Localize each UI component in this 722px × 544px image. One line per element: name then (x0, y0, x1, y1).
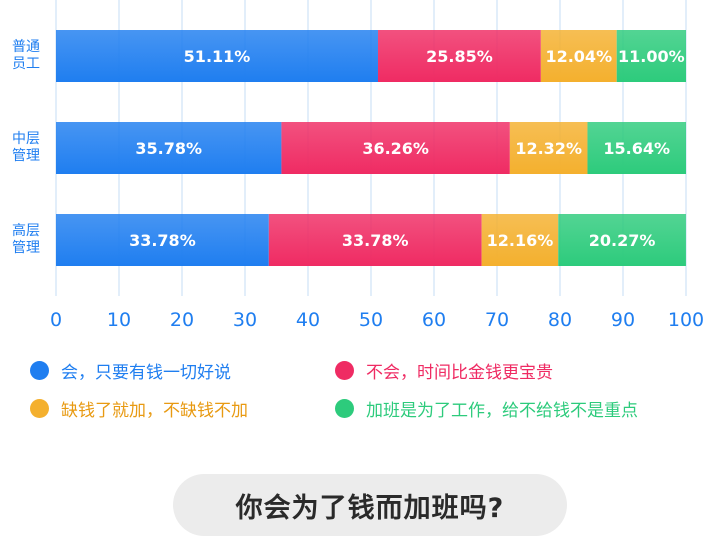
legend-item[interactable]: 加班是为了工作，给不给钱不是重点 (335, 396, 720, 421)
category-label: 高层管理 (12, 222, 40, 256)
x-tick-label: 0 (50, 309, 62, 331)
chart-title-pill: 你会为了钱而加班吗? (173, 474, 567, 536)
legend-dot-icon (30, 398, 49, 418)
legend: 会，只要有钱一切好说 不会，时间比金钱更宝贵 缺钱了就加，不缺钱不加 加班是为了… (30, 358, 720, 421)
x-tick-label: 60 (422, 309, 446, 331)
category-label: 中层管理 (12, 131, 40, 164)
legend-label: 不会，时间比金钱更宝贵 (366, 362, 553, 383)
legend-label: 缺钱了就加，不缺钱不加 (61, 400, 248, 421)
category-label: 普通员工 (12, 39, 40, 72)
x-tick-label: 80 (548, 309, 572, 331)
bar-data-label: 15.64% (603, 139, 670, 158)
x-tick-label: 70 (485, 309, 509, 331)
stacked-bar-chart: 51.11% 25.85% 12.04% 11.00% 35.78% 36.26% 12.3… (12, 0, 704, 331)
bar-segment[interactable] (56, 122, 282, 174)
bar-data-label: 51.11% (184, 47, 251, 66)
bar-data-label: 35.78% (135, 139, 202, 158)
bar-segment[interactable] (587, 122, 686, 174)
x-tick-label: 100 (668, 309, 704, 331)
legend-label: 加班是为了工作，给不给钱不是重点 (366, 400, 638, 421)
bar-data-label: 11.00% (618, 47, 685, 66)
legend-label: 会，只要有钱一切好说 (61, 362, 231, 383)
bar-segment[interactable] (481, 214, 559, 266)
legend-item[interactable]: 会，只要有钱一切好说 (30, 358, 335, 383)
x-tick-label: 30 (233, 309, 257, 331)
legend-item[interactable]: 不会，时间比金钱更宝贵 (335, 358, 720, 383)
bar-segment[interactable] (377, 30, 541, 82)
bar-segment[interactable] (540, 30, 617, 82)
bar-data-label: 12.32% (515, 139, 582, 158)
bar-segment[interactable] (558, 214, 686, 266)
x-tick-label: 10 (107, 309, 131, 331)
bar-segment[interactable] (281, 122, 510, 174)
bar-data-label: 36.26% (362, 139, 429, 158)
bar-segment[interactable] (509, 122, 588, 174)
x-tick-label: 20 (170, 309, 194, 331)
legend-dot-icon (335, 360, 354, 380)
label-layer: 51.11% 25.85% 12.04% 11.00% 35.78% 36.26% 12.3… (129, 47, 685, 250)
bar-data-label: 12.04% (545, 47, 612, 66)
bar-data-label: 33.78% (129, 231, 196, 250)
x-tick-label: 40 (296, 309, 320, 331)
legend-dot-icon (335, 398, 354, 418)
bar-data-label: 25.85% (426, 47, 493, 66)
chart-title: 你会为了钱而加班吗? (235, 492, 505, 524)
legend-dot-icon (30, 360, 49, 380)
bar-segment[interactable] (56, 214, 269, 266)
x-tick-label: 50 (359, 309, 383, 331)
bar-segment[interactable] (268, 214, 482, 266)
bar-layer (56, 30, 686, 266)
bar-data-label: 33.78% (342, 231, 409, 250)
bar-segment[interactable] (56, 30, 378, 82)
legend-item[interactable]: 缺钱了就加，不缺钱不加 (30, 396, 335, 421)
x-tick-label: 90 (611, 309, 635, 331)
bar-segment[interactable] (616, 30, 686, 82)
bar-data-label: 20.27% (589, 231, 656, 250)
bar-data-label: 12.16% (487, 231, 554, 250)
